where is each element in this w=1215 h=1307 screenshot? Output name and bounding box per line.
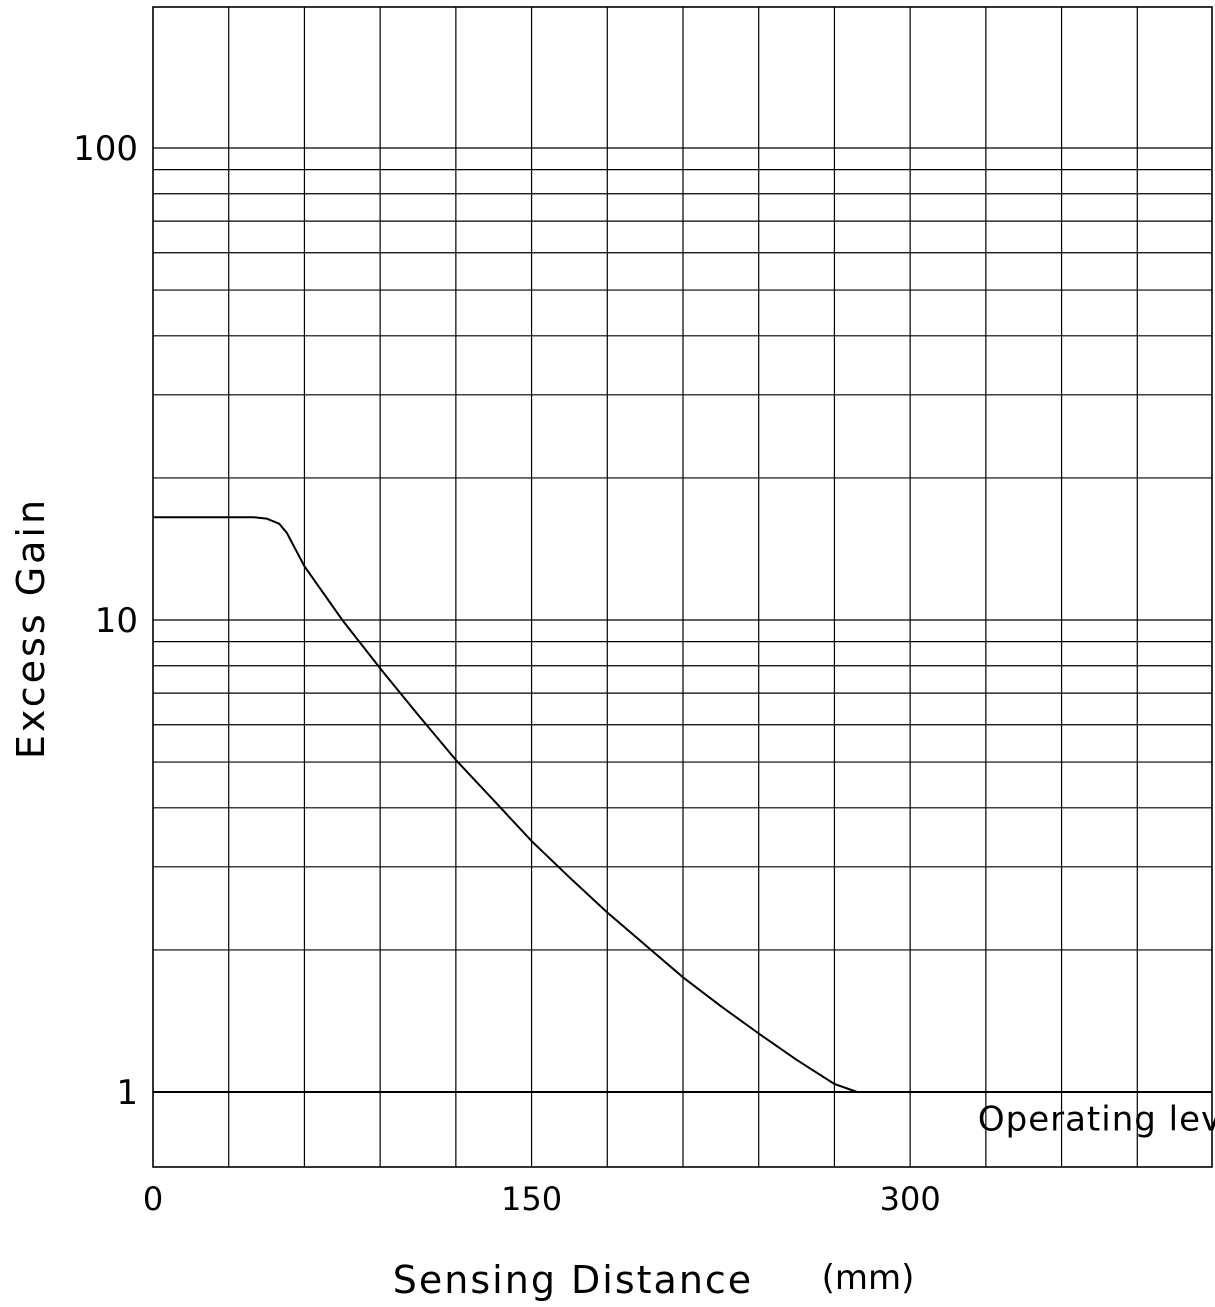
x-tick-label: 0 <box>143 1180 163 1218</box>
x-axis-unit: (mm) <box>822 1258 915 1298</box>
tick-labels: 0 150 300 1 10 100 <box>73 129 941 1218</box>
x-axis-label: Sensing Distance <box>393 1258 753 1302</box>
x-tick-label: 300 <box>880 1180 941 1218</box>
excess-gain-curve <box>153 516 858 1093</box>
y-axis-label: Excess Gain <box>9 497 53 759</box>
y-tick-label: 100 <box>73 129 138 169</box>
x-tick-label: 150 <box>501 1180 562 1218</box>
plot-frame <box>152 6 1213 1168</box>
grid <box>153 7 1212 1167</box>
y-tick-label: 1 <box>116 1073 138 1113</box>
y-tick-label: 10 <box>95 601 138 641</box>
operating-level-label: Operating level <box>978 1100 1215 1140</box>
annotations: Operating level <box>978 1100 1215 1140</box>
series-layer <box>153 516 858 1093</box>
